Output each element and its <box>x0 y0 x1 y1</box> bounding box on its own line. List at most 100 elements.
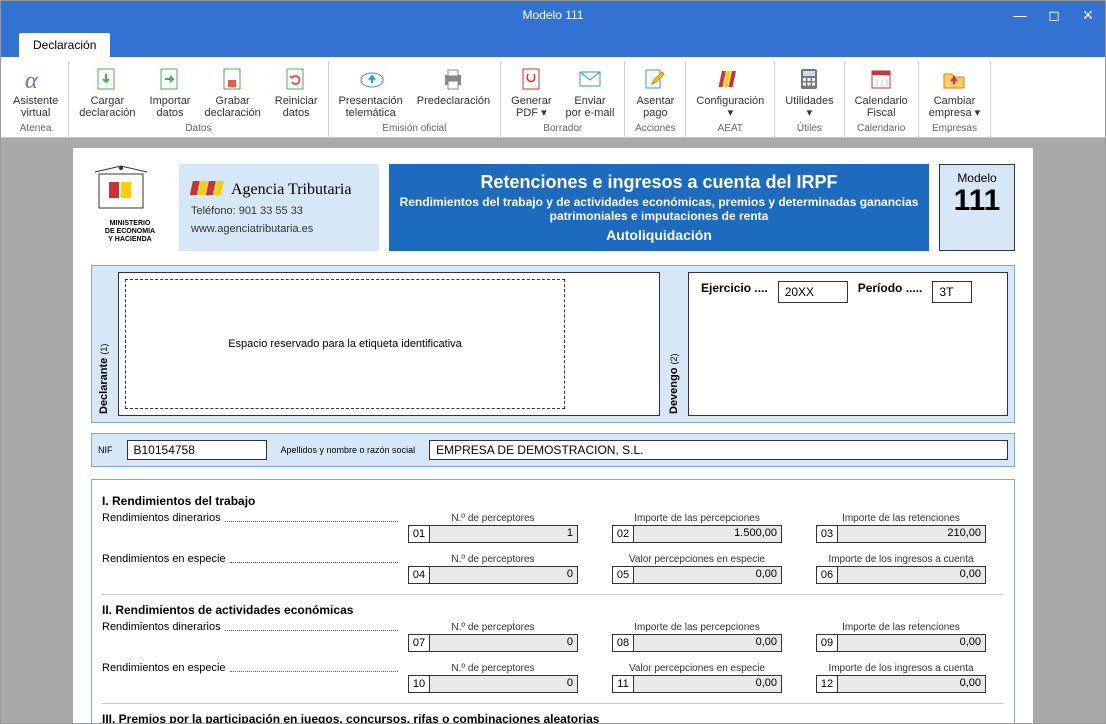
ribbon-group-label: Útiles <box>781 121 837 137</box>
mail-icon <box>576 65 604 93</box>
alpha-icon: α <box>22 65 50 93</box>
cell-12-number: 12 <box>816 675 838 693</box>
valor-esp-label: Valor percepciones en especie <box>629 554 765 565</box>
pencil-icon <box>641 65 669 93</box>
nombre-label: Apellidos y nombre o razón social <box>281 445 416 455</box>
utilidades-button[interactable]: Utilidades ▾ <box>781 63 837 121</box>
importar-datos-button[interactable]: Importar datos <box>146 63 195 121</box>
section-1-title: I. Rendimientos del trabajo <box>102 494 1004 508</box>
calendario-fiscal-button[interactable]: Calendario Fiscal <box>851 63 912 121</box>
agencia-name: Agencia Tributaria <box>231 181 351 199</box>
importe-ret-label: Importe de las retenciones <box>842 513 960 524</box>
nif-input[interactable]: B10154758 <box>127 440 267 460</box>
folder-icon <box>940 65 968 93</box>
cargar-declaracion-button[interactable]: Cargar declaración <box>75 63 139 121</box>
ribbon-group-label: Calendario <box>851 121 912 137</box>
ministerio-logo: MINISTERIO DE ECONOMIA Y HACIENDA <box>91 164 169 251</box>
configuracion-button[interactable]: Configuración ▾ <box>692 63 768 121</box>
utilidades-label: Utilidades ▾ <box>785 95 833 119</box>
cell-01-value[interactable]: 1 <box>430 525 578 543</box>
generar-pdf-button[interactable]: Generar PDF ▾ <box>507 63 555 121</box>
ribbon-group-label: Acciones <box>631 121 679 137</box>
close-button[interactable]: ✕ <box>1071 1 1105 29</box>
cloud-icon <box>357 65 385 93</box>
asistente-virtual-label: Asistente virtual <box>13 95 58 119</box>
cell-04-value[interactable]: 0 <box>430 566 578 584</box>
ribbon-group-label: Atenea <box>9 121 62 137</box>
form-body: I. Rendimientos del trabajo Rendimientos… <box>91 479 1015 723</box>
cell-01-number: 01 <box>408 525 430 543</box>
cell-08-value[interactable]: 0,00 <box>634 634 782 652</box>
perceptores-label: N.º de perceptores <box>451 513 534 524</box>
window-title: Modelo 111 <box>523 8 584 22</box>
cell-09-number: 09 <box>816 634 838 652</box>
ribbon-tabs: Declaración <box>1 29 1105 57</box>
grabar-declaracion-label: Grabar declaración <box>204 95 260 119</box>
cell-02-number: 02 <box>612 525 634 543</box>
reiniciar-datos-label: Reiniciar datos <box>275 95 318 119</box>
modelo-box: Modelo 111 <box>939 164 1015 251</box>
cargar-declaracion-label: Cargar declaración <box>79 95 135 119</box>
importe-ret-label: Importe de las retenciones <box>842 622 960 633</box>
ejercicio-label: Ejercicio .... <box>701 281 768 295</box>
predeclaracion-button[interactable]: Predeclaración <box>413 63 494 121</box>
minimize-button[interactable]: — <box>1003 1 1037 29</box>
row-label: Rendimientos en especie <box>102 662 226 674</box>
ribbon: αAsistente virtualAteneaCargar declaraci… <box>1 57 1105 138</box>
presentacion-telematica-button[interactable]: Presentación telemática <box>335 63 407 121</box>
ingresos-cuenta-label: Importe de los ingresos a cuenta <box>828 554 973 565</box>
nombre-input[interactable]: EMPRESA DE DEMOSTRACION, S.L. <box>429 440 1008 460</box>
agencia-web: www.agenciatributaria.es <box>191 223 367 235</box>
presentacion-telematica-label: Presentación telemática <box>339 95 403 119</box>
doc-import-icon <box>156 65 184 93</box>
pdf-icon <box>517 65 545 93</box>
grabar-declaracion-button[interactable]: Grabar declaración <box>200 63 264 121</box>
cell-11-value[interactable]: 0,00 <box>634 675 782 693</box>
cell-09-value[interactable]: 0,00 <box>838 634 986 652</box>
cell-03-value[interactable]: 210,00 <box>838 525 986 543</box>
cell-03-number: 03 <box>816 525 838 543</box>
cell-12-value[interactable]: 0,00 <box>838 675 986 693</box>
valor-esp-label: Valor percepciones en especie <box>629 663 765 674</box>
section-3-title: III. Premios por la participación en jue… <box>102 712 1004 723</box>
declarante-label: Declarante (1) <box>98 272 110 416</box>
enviar-email-button[interactable]: Enviar por e-mail <box>562 63 619 121</box>
cell-07-value[interactable]: 0 <box>430 634 578 652</box>
row-label: Rendimientos en especie <box>102 553 226 565</box>
asistente-virtual-button[interactable]: αAsistente virtual <box>9 63 62 121</box>
ingresos-cuenta-label: Importe de los ingresos a cuenta <box>828 663 973 674</box>
form-page: MINISTERIO DE ECONOMIA Y HACIENDA Agenci… <box>73 148 1033 723</box>
doc-load-icon <box>93 65 121 93</box>
form-title-box: Retenciones e ingresos a cuenta del IRPF… <box>389 164 929 251</box>
workarea[interactable]: MINISTERIO DE ECONOMIA Y HACIENDA Agenci… <box>1 138 1105 723</box>
reiniciar-datos-button[interactable]: Reiniciar datos <box>271 63 322 121</box>
titlebar: Modelo 111 — ◻ ✕ <box>1 1 1105 29</box>
importe-perc-label: Importe de las percepciones <box>634 513 760 524</box>
ejercicio-input[interactable]: 20XX <box>778 281 848 303</box>
section-2-title: II. Rendimientos de actividades económic… <box>102 603 1004 617</box>
cell-06-value[interactable]: 0,00 <box>838 566 986 584</box>
predeclaracion-label: Predeclaración <box>417 95 490 107</box>
cell-11-number: 11 <box>612 675 634 693</box>
etiqueta-placeholder: Espacio reservado para la etiqueta ident… <box>125 279 565 409</box>
cell-02-value[interactable]: 1.500,00 <box>634 525 782 543</box>
cambiar-empresa-button[interactable]: Cambiar empresa ▾ <box>925 63 984 121</box>
asentar-pago-button[interactable]: Asentar pago <box>631 63 679 121</box>
configuracion-label: Configuración ▾ <box>696 95 764 119</box>
tab-declaracion[interactable]: Declaración <box>19 33 110 57</box>
aeat-logo-icon <box>189 181 225 198</box>
cell-08-number: 08 <box>612 634 634 652</box>
cell-10-number: 10 <box>408 675 430 693</box>
cell-05-value[interactable]: 0,00 <box>634 566 782 584</box>
maximize-button[interactable]: ◻ <box>1037 1 1071 29</box>
importar-datos-label: Importar datos <box>150 95 191 119</box>
cell-07-number: 07 <box>408 634 430 652</box>
row-label: Rendimientos dinerarios <box>102 512 221 524</box>
perceptores-label: N.º de perceptores <box>451 663 534 674</box>
aeat-icon <box>716 65 744 93</box>
perceptores-label: N.º de perceptores <box>451 554 534 565</box>
periodo-input[interactable]: 3T <box>932 281 972 303</box>
cell-04-number: 04 <box>408 566 430 584</box>
cell-10-value[interactable]: 0 <box>430 675 578 693</box>
calendar-icon <box>867 65 895 93</box>
